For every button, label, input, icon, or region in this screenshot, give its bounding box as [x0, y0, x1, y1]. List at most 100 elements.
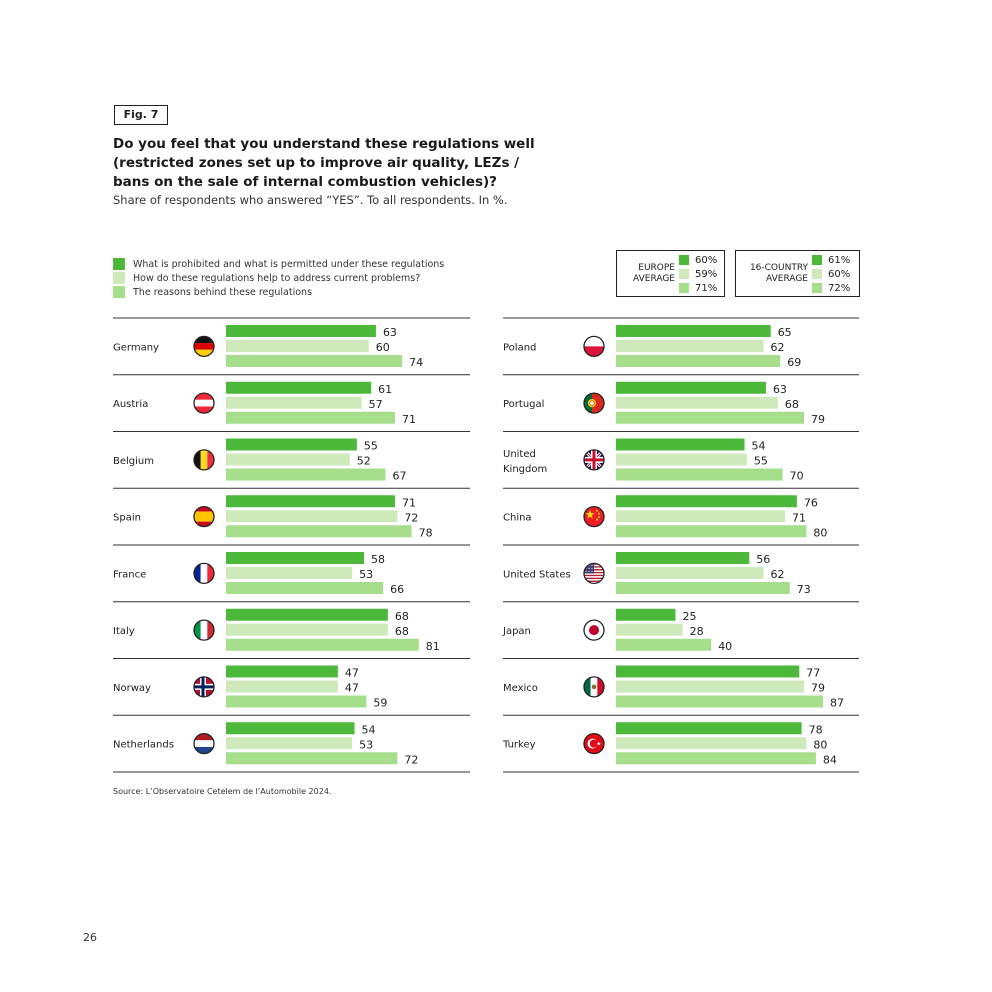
data-label-mexico-series-2: 79: [811, 682, 825, 695]
data-label-spain-series-2: 72: [404, 511, 418, 524]
country-label-mexico: Mexico: [503, 683, 538, 694]
europe-average-label: EUROPE AVERAGE: [621, 263, 675, 285]
country-row-germany: Germany 63 60 74: [113, 325, 470, 376]
bar-turkey-series-3: [616, 752, 816, 765]
europe-average-label-line1: EUROPE: [638, 263, 675, 273]
data-label-italy-series-3: 81: [426, 640, 440, 653]
source-note: Source: L’Observatoire Cetelem de l’Auto…: [113, 787, 332, 796]
legend-swatch-series-1: [113, 258, 125, 270]
austria-flag-icon: [193, 392, 215, 414]
data-label-united-states-series-3: 73: [797, 583, 811, 596]
country-label-poland: Poland: [503, 342, 536, 353]
united-kingdom-flag-icon: [583, 449, 605, 471]
page-number: 26: [83, 931, 97, 944]
country-label-turkey: Turkey: [502, 740, 536, 751]
data-label-portugal-series-1: 63: [773, 383, 787, 396]
bar-italy-series-3: [226, 638, 419, 651]
country-label-portugal: Portugal: [503, 399, 544, 410]
country-label-netherlands: Netherlands: [113, 740, 174, 751]
data-label-italy-series-2: 68: [395, 625, 409, 638]
bar-germany-series-3: [226, 355, 403, 367]
legend-item-series-2: How do these regulations help to address…: [113, 271, 444, 285]
europe-average-value-3: 71%: [695, 282, 718, 294]
sixteen-country-average-swatch-2: [812, 269, 822, 279]
data-label-japan-series-2: 28: [690, 625, 704, 638]
country-label-united-kingdom-line1: United: [503, 449, 536, 460]
country-row-italy: Italy 68 68 81: [113, 608, 470, 659]
united-states-flag-icon: [583, 562, 605, 585]
data-label-italy-series-1: 68: [395, 610, 409, 623]
country-row-belgium: Belgium 55 52 67: [113, 438, 470, 489]
sixteen-country-average-label-line2: AVERAGE: [766, 274, 808, 284]
bar-poland-series-2: [616, 340, 764, 352]
chart-title: Do you feel that you understand these re…: [113, 136, 535, 190]
italy-flag-icon: [193, 619, 215, 641]
legend-label-series-3: The reasons behind these regulations: [133, 286, 313, 298]
country-row-netherlands: Netherlands 54 53 72: [113, 722, 470, 773]
bar-united-kingdom-series-1: [616, 438, 745, 451]
sixteen-country-average-value-1: 61%: [828, 254, 851, 266]
country-label-belgium: Belgium: [113, 456, 154, 467]
data-label-china-series-3: 80: [813, 526, 827, 539]
country-label-austria: Austria: [113, 399, 148, 410]
norway-flag-icon: [193, 676, 215, 698]
sixteen-country-average-box: 16-COUNTRY AVERAGE 61% 60% 72%: [735, 250, 860, 297]
country-label-china: China: [503, 513, 532, 524]
figure-tag: Fig. 7: [114, 105, 168, 125]
legend: What is prohibited and what is permitted…: [113, 257, 444, 299]
germany-flag-icon: [193, 335, 215, 358]
poland-flag-icon: [583, 335, 605, 358]
data-label-united-kingdom-series-2: 55: [754, 455, 768, 468]
data-label-japan-series-3: 40: [718, 640, 732, 653]
data-label-austria-series-2: 57: [369, 398, 383, 411]
bar-france-series-1: [226, 552, 365, 564]
data-label-austria-series-1: 61: [378, 383, 392, 396]
bar-turkey-series-1: [616, 722, 802, 735]
bar-mexico-series-1: [616, 665, 800, 678]
bar-belgium-series-1: [226, 438, 357, 451]
bar-united-kingdom-series-2: [616, 453, 747, 466]
chart-panel-1: Germany 63 60 74 Austria 61 57 71 Belgium 55 52 67 S…: [113, 317, 470, 773]
data-label-mexico-series-3: 87: [830, 697, 844, 710]
data-label-france-series-3: 66: [390, 583, 404, 596]
bar-turkey-series-2: [616, 737, 807, 750]
data-label-belgium-series-1: 55: [364, 440, 378, 453]
bar-italy-series-2: [226, 623, 388, 636]
sixteen-country-average-label: 16-COUNTRY AVERAGE: [740, 263, 808, 285]
japan-flag-icon: [583, 619, 605, 641]
data-label-turkey-series-2: 80: [813, 738, 827, 751]
country-row-turkey: Turkey 78 80 84: [502, 722, 859, 773]
data-label-japan-series-1: 25: [683, 610, 697, 623]
sixteen-country-average-swatch-3: [812, 283, 822, 293]
data-label-spain-series-1: 71: [402, 496, 416, 509]
portugal-flag-icon: [583, 392, 605, 414]
europe-average-row-2: 59%: [679, 267, 717, 281]
country-row-mexico: Mexico 77 79 87: [503, 665, 859, 716]
country-row-portugal: Portugal 63 68 79: [503, 381, 859, 432]
data-label-mexico-series-1: 77: [806, 667, 820, 680]
data-label-portugal-series-3: 79: [811, 413, 825, 426]
bar-united-states-series-1: [616, 552, 750, 564]
bar-italy-series-1: [226, 608, 388, 621]
data-label-germany-series-2: 60: [376, 341, 390, 354]
country-label-united-states: United States: [503, 569, 571, 580]
data-label-turkey-series-1: 78: [809, 723, 823, 736]
europe-average-swatch-1: [679, 255, 689, 265]
country-label-spain: Spain: [113, 513, 141, 524]
france-flag-icon: [193, 562, 215, 585]
data-label-portugal-series-2: 68: [785, 398, 799, 411]
data-label-united-kingdom-series-3: 70: [790, 470, 804, 483]
legend-item-series-1: What is prohibited and what is permitted…: [113, 257, 444, 271]
bar-austria-series-3: [226, 411, 395, 424]
sixteen-country-average-row-3: 72%: [812, 281, 850, 295]
legend-label-series-2: How do these regulations help to address…: [133, 272, 421, 284]
country-row-france: France 58 53 66: [113, 552, 470, 603]
country-label-norway: Norway: [113, 683, 151, 694]
chart-panel-2: Poland656269Portugal636879UnitedKingdom5…: [502, 317, 859, 773]
data-label-france-series-1: 58: [371, 553, 385, 566]
country-row-united-kingdom: United Kingdom 54 55 70: [503, 438, 859, 489]
bar-austria-series-1: [226, 381, 372, 394]
bar-mexico-series-2: [616, 680, 805, 693]
bar-china-series-3: [616, 525, 807, 538]
